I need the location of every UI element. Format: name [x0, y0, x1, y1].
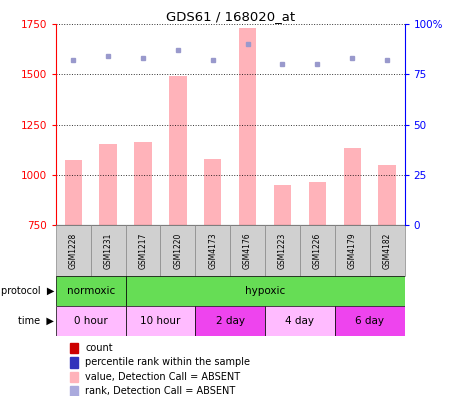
- Bar: [239, 28, 256, 225]
- Text: GSM4182: GSM4182: [383, 232, 392, 269]
- Bar: [204, 159, 221, 225]
- Bar: [56, 225, 91, 276]
- Bar: [70, 371, 79, 382]
- Bar: [126, 225, 160, 276]
- Bar: [56, 306, 126, 336]
- Bar: [195, 306, 265, 336]
- Text: 4 day: 4 day: [286, 316, 314, 326]
- Bar: [370, 225, 405, 276]
- Title: GDS61 / 168020_at: GDS61 / 168020_at: [166, 10, 295, 23]
- Text: value, Detection Call = ABSENT: value, Detection Call = ABSENT: [86, 372, 240, 382]
- Bar: [70, 357, 79, 367]
- Text: GSM1217: GSM1217: [139, 232, 147, 269]
- Text: 0 hour: 0 hour: [74, 316, 107, 326]
- Text: hypoxic: hypoxic: [245, 286, 285, 296]
- Bar: [344, 148, 361, 225]
- Text: GSM1228: GSM1228: [69, 232, 78, 269]
- Text: 6 day: 6 day: [355, 316, 384, 326]
- Text: time  ▶: time ▶: [18, 316, 54, 326]
- Text: GSM1226: GSM1226: [313, 232, 322, 269]
- Bar: [70, 386, 79, 396]
- Text: GSM4173: GSM4173: [208, 232, 217, 269]
- Text: protocol  ▶: protocol ▶: [0, 286, 54, 296]
- Text: 10 hour: 10 hour: [140, 316, 180, 326]
- Text: normoxic: normoxic: [66, 286, 115, 296]
- Bar: [379, 165, 396, 225]
- Bar: [65, 160, 82, 225]
- Bar: [265, 306, 335, 336]
- Bar: [126, 306, 195, 336]
- Text: GSM4179: GSM4179: [348, 232, 357, 269]
- Bar: [100, 144, 117, 225]
- Text: rank, Detection Call = ABSENT: rank, Detection Call = ABSENT: [86, 386, 236, 396]
- Bar: [265, 225, 300, 276]
- Text: count: count: [86, 343, 113, 353]
- Bar: [230, 225, 265, 276]
- Bar: [274, 185, 291, 225]
- Bar: [91, 225, 126, 276]
- Text: GSM4176: GSM4176: [243, 232, 252, 269]
- Bar: [335, 306, 405, 336]
- Bar: [160, 225, 195, 276]
- Bar: [300, 225, 335, 276]
- Bar: [335, 225, 370, 276]
- Text: GSM1220: GSM1220: [173, 232, 182, 269]
- Bar: [134, 142, 152, 225]
- Text: GSM1223: GSM1223: [278, 232, 287, 269]
- Bar: [126, 276, 405, 306]
- Text: percentile rank within the sample: percentile rank within the sample: [86, 357, 251, 367]
- Text: GSM1231: GSM1231: [104, 232, 113, 269]
- Bar: [309, 182, 326, 225]
- Bar: [70, 343, 79, 353]
- Bar: [56, 276, 126, 306]
- Bar: [169, 76, 186, 225]
- Text: 2 day: 2 day: [216, 316, 245, 326]
- Bar: [195, 225, 230, 276]
